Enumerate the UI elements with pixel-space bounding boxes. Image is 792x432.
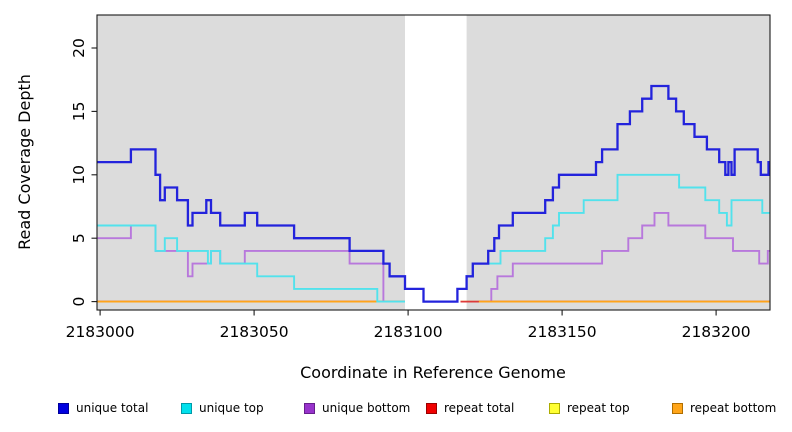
legend-item-unique-total: unique total: [58, 401, 148, 415]
legend-item-repeat-bottom: repeat bottom: [672, 401, 776, 415]
legend-label: repeat top: [567, 401, 630, 415]
x-axis-title: Coordinate in Reference Genome: [300, 363, 566, 382]
unique-bottom-line: [466, 211, 770, 303]
y-tick-label: 0: [70, 297, 88, 307]
plot-border: [96, 14, 771, 311]
legend-label: unique top: [199, 401, 264, 415]
y-axis-title: Read Coverage Depth: [15, 74, 34, 250]
unique-top-line: [97, 224, 405, 303]
legend-label: repeat total: [444, 401, 515, 415]
x-tick-label: 2183200: [682, 323, 751, 341]
unique-top-line: [458, 173, 770, 290]
y-tick-label: 15: [70, 102, 88, 122]
x-tick-label: 2183050: [220, 323, 289, 341]
x-tick-label: 2183100: [374, 323, 443, 341]
legend-item-repeat-total: repeat total: [426, 401, 514, 415]
legend-label: unique bottom: [322, 401, 411, 415]
legend-label: unique total: [76, 401, 149, 415]
y-tick-label: 20: [70, 38, 88, 58]
legend-swatch-icon: [426, 402, 437, 414]
y-tick-label: 10: [70, 165, 88, 185]
legend-item-unique-bottom: unique bottom: [304, 401, 410, 415]
x-tick-label: 2183150: [528, 323, 597, 341]
legend-item-repeat-top: repeat top: [549, 401, 630, 415]
legend-swatch-icon: [304, 402, 315, 414]
unique-total-line: [97, 84, 770, 303]
legend-swatch-icon: [672, 402, 683, 414]
coverage-gap-band: [405, 15, 467, 310]
legend-swatch-icon: [549, 402, 560, 414]
legend-item-unique-top: unique top: [181, 401, 264, 415]
y-tick-label: 5: [70, 233, 88, 243]
x-tick-label: 2183000: [66, 323, 135, 341]
legend-label: repeat bottom: [690, 401, 777, 415]
legend-swatch-icon: [181, 402, 192, 414]
legend-swatch-icon: [58, 402, 69, 414]
